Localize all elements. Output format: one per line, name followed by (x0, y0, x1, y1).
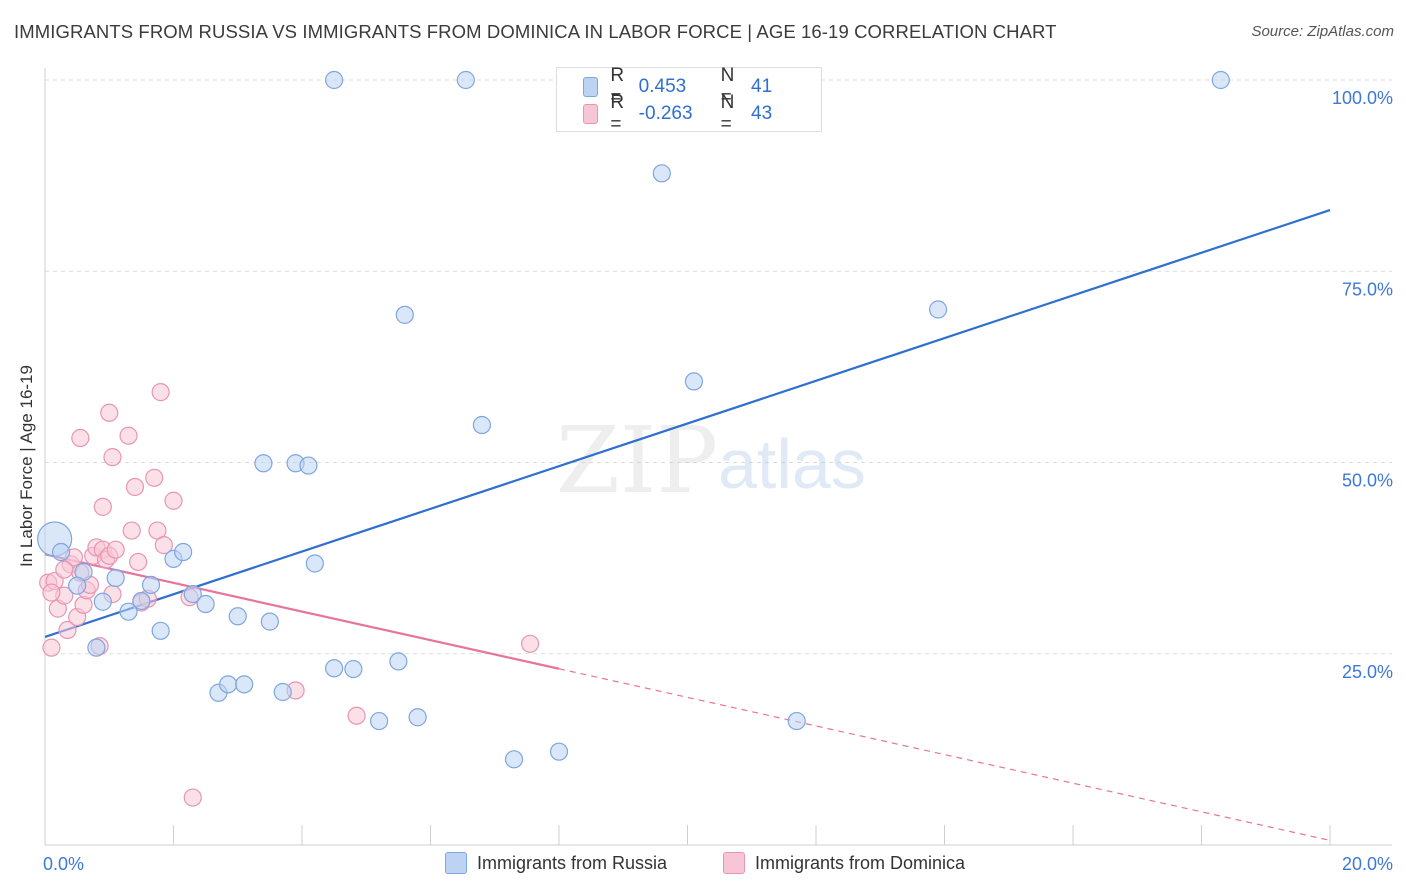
watermark-zip: ZIP (556, 407, 718, 514)
dominica-r-value: -0.263 (638, 103, 693, 124)
russia-point (652, 164, 671, 183)
dominica-legend-label: Immigrants from Dominica (755, 852, 966, 873)
russia-point (344, 659, 363, 679)
russia-point (928, 300, 948, 319)
russia-point (51, 542, 71, 562)
y-axis-label: In Labor Force | Age 16-19 (17, 365, 36, 567)
russia-point (174, 542, 193, 562)
axes (44, 68, 1392, 846)
russia-point (235, 675, 254, 694)
russia-point (504, 750, 524, 769)
n-label: N = (720, 65, 735, 108)
x-tick-label: 0.0% (43, 854, 84, 874)
dominica-point (122, 521, 141, 540)
russia-point (260, 612, 279, 631)
russia-point (389, 652, 408, 671)
x-tick-label: 20.0% (1342, 854, 1393, 874)
russia-point (472, 415, 491, 435)
russia-point (299, 456, 318, 475)
russia-point (1211, 70, 1230, 90)
russia-point (395, 305, 414, 324)
watermark-atlas: atlas (718, 425, 866, 503)
n-label: N = (720, 92, 735, 135)
series-legend: Immigrants from Russia Immigrants from D… (0, 852, 1406, 878)
y-tick-label: 75.0% (1342, 279, 1393, 299)
tick-labels: 25.0% 50.0% 75.0% 100.0% 0.0% 20.0% (43, 88, 1393, 874)
chart-title: IMMIGRANTS FROM RUSSIA VS IMMIGRANTS FRO… (14, 21, 1057, 42)
russia-point (151, 621, 170, 640)
russia-point (106, 568, 125, 588)
y-tick-label: 100.0% (1332, 88, 1393, 108)
dominica-n-value: 43 (751, 103, 773, 124)
legend-row-dominica: R = -0.263 N = 43 (583, 92, 821, 135)
y-tick-label: 50.0% (1342, 471, 1393, 491)
dominica-point (58, 620, 77, 640)
data-points (37, 70, 1230, 807)
dominica-point (145, 468, 164, 487)
russia-point (254, 454, 273, 473)
russia-point (549, 742, 569, 761)
russia-point (93, 592, 112, 611)
dominica-point (347, 706, 366, 725)
russia-point (68, 576, 87, 595)
dominica-point (106, 540, 125, 559)
russia-point (132, 591, 151, 611)
russia-point (273, 682, 292, 702)
trend-lines (44, 209, 1331, 841)
r-label: R = (610, 92, 625, 135)
russia-r-value: 0.453 (638, 76, 687, 97)
gridlines (45, 79, 1392, 655)
russia-point (87, 638, 106, 657)
legend-item-dominica[interactable]: Immigrants from Dominica (723, 852, 965, 874)
stats-legend: R = 0.453 N = 41 R = -0.263 N = 43 (556, 65, 822, 135)
dominica-point (71, 428, 90, 448)
dominica-point (100, 403, 119, 422)
legend-item-russia[interactable]: Immigrants from Russia (445, 852, 667, 874)
dominica-point (520, 634, 540, 653)
russia-trend-line (44, 209, 1331, 638)
dominica-point (93, 497, 112, 516)
y-tick-label: 25.0% (1342, 662, 1393, 682)
dominica-point (151, 383, 170, 402)
russia-point (408, 708, 427, 727)
source-label: Source: ZipAtlas.com (1251, 23, 1394, 40)
legend-row-russia: R = 0.453 N = 41 (583, 65, 821, 108)
dominica-point (42, 638, 61, 657)
russia-legend-label: Immigrants from Russia (477, 852, 668, 873)
russia-point (141, 575, 161, 595)
dominica-point (183, 788, 202, 807)
russia-point (787, 711, 806, 731)
russia-point (370, 711, 389, 731)
dominica-trend-line-extrapolated (558, 668, 1331, 841)
dominica-point (125, 477, 145, 497)
dominica-point (129, 552, 148, 572)
dominica-point (119, 426, 138, 445)
russia-point (305, 554, 324, 573)
russia-point (325, 659, 344, 678)
russia-point (684, 372, 704, 391)
russia-legend-swatch (445, 852, 467, 874)
russia-point (456, 70, 475, 90)
dominica-legend-swatch (723, 852, 745, 874)
russia-point (325, 70, 344, 90)
russia-n-value: 41 (751, 76, 773, 97)
russia-swatch (583, 77, 599, 97)
watermark: ZIP atlas (556, 407, 866, 514)
russia-point (219, 675, 238, 694)
dominica-point (42, 583, 61, 602)
r-label: R = (610, 65, 625, 108)
dominica-point (154, 536, 173, 555)
dominica-point (55, 560, 74, 579)
russia-point (196, 594, 215, 614)
dominica-point (103, 448, 122, 467)
dominica-point (164, 491, 183, 510)
russia-point (183, 584, 202, 604)
dominica-swatch (583, 104, 599, 124)
russia-point (119, 602, 138, 621)
russia-point (228, 607, 247, 626)
dominica-trend-line (44, 553, 560, 670)
